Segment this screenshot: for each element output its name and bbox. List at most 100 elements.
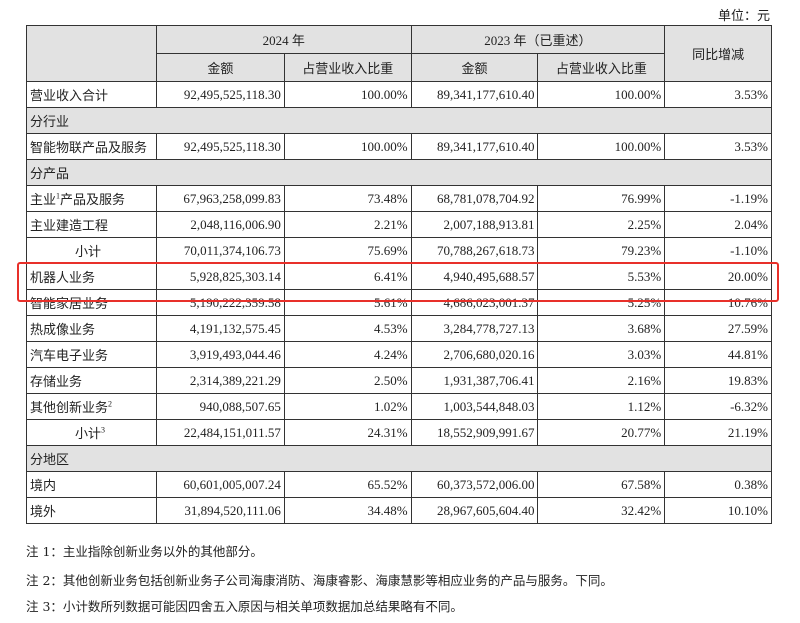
cell-a24: 92,495,525,118.30 (155, 133, 285, 160)
header-blank (26, 25, 157, 82)
note-3: 注 3：小计数所列数据可能因四舍五入原因与相关单项数据加总结果略有不同。 (26, 599, 463, 614)
row-label: 存储业务 (26, 367, 157, 394)
row-label: 营业收入合计 (26, 81, 157, 108)
cell-a24: 92,495,525,118.30 (155, 81, 285, 108)
row-label: 热成像业务 (26, 315, 157, 342)
footnote-mark: 1 (56, 191, 61, 201)
cell-a24: 940,088,507.65 (155, 393, 285, 420)
cell-yoy: -1.19% (664, 185, 772, 212)
row-label: 汽车电子业务 (26, 341, 157, 368)
cell-a23: 4,940,495,688.57 (410, 263, 539, 290)
section-label: 分地区 (26, 445, 772, 472)
cell-s24: 6.41% (283, 263, 412, 290)
cell-yoy: 3.53% (664, 81, 772, 108)
row-label-text: 汽车电子业务 (30, 348, 109, 363)
cell-a23: 60,373,572,006.00 (410, 471, 539, 498)
cell-s24: 2.21% (283, 211, 412, 238)
cell-yoy: 0.38% (664, 471, 772, 498)
cell-a23: 89,341,177,610.40 (410, 81, 539, 108)
table-row: 小计3 22,484,151,011.57 24.31% 18,552,909,991… (26, 419, 772, 446)
cell-s23: 2.25% (537, 211, 666, 238)
table-row: 境内 60,601,005,007.24 65.52% 60,373,572,006.… (26, 471, 772, 498)
cell-a23: 89,341,177,610.40 (410, 133, 539, 160)
note-1: 注 1：主业指除创新业务以外的其他部分。 (26, 544, 263, 559)
row-label: 小计3 (26, 419, 157, 446)
cell-a23: 4,686,023,001.37 (410, 289, 539, 316)
row-label-text: 机器人业务 (30, 270, 96, 285)
cell-s24: 65.52% (283, 471, 412, 498)
row-label-text-after: 产品及服务 (60, 192, 126, 207)
table-row: 主业建造工程 2,048,116,006.90 2.21% 2,007,188,913… (26, 211, 772, 238)
table-row: 机器人业务 5,928,825,303.14 6.41% 4,940,495,688.… (26, 263, 772, 290)
header-share-2023: 占营业收入比重 (537, 53, 666, 82)
cell-a24: 31,894,520,111.06 (155, 497, 285, 524)
cell-yoy: 2.04% (664, 211, 772, 238)
row-label: 主业建造工程 (26, 211, 157, 238)
cell-a23: 1,931,387,706.41 (410, 367, 539, 394)
row-label: 主业1产品及服务 (26, 185, 157, 212)
cell-a24: 5,928,825,303.14 (155, 263, 285, 290)
section-label: 分行业 (26, 107, 772, 134)
cell-a24: 60,601,005,007.24 (155, 471, 285, 498)
footnote-mark: 2 (108, 399, 113, 409)
row-label: 小计 (26, 237, 157, 264)
row-label-text: 主业 (30, 192, 57, 207)
table-row: 汽车电子业务 3,919,493,044.46 4.24% 2,706,680,020… (26, 341, 772, 368)
cell-a23: 70,788,267,618.73 (410, 237, 539, 264)
table-row: 其他创新业务2 940,088,507.65 1.02% 1,003,544,848.… (26, 393, 772, 420)
cell-s24: 73.48% (283, 185, 412, 212)
table-row: 小计 70,011,374,106.73 75.69% 70,788,267,618.… (26, 237, 772, 264)
row-label-text: 其他创新业务 (30, 400, 109, 415)
section-row: 分地区 (26, 445, 772, 472)
cell-a24: 70,011,374,106.73 (155, 237, 285, 264)
cell-a23: 1,003,544,848.03 (410, 393, 539, 420)
cell-yoy: 19.83% (664, 367, 772, 394)
cell-s23: 3.68% (537, 315, 666, 342)
table-row: 存储业务 2,314,389,221.29 2.50% 1,931,387,706.4… (26, 367, 772, 394)
cell-yoy: 10.10% (664, 497, 772, 524)
cell-a23: 2,706,680,020.16 (410, 341, 539, 368)
cell-s23: 100.00% (537, 133, 666, 160)
footnote-mark: 3 (101, 425, 106, 435)
row-label-text: 小计 (75, 244, 102, 259)
highlight-box (17, 262, 779, 302)
cell-s23: 5.25% (537, 289, 666, 316)
row-label: 境外 (26, 497, 157, 524)
row-label-text: 智能物联产品及服务 (30, 140, 148, 155)
section-label: 分产品 (26, 159, 772, 186)
row-label-text: 小计 (75, 426, 102, 441)
cell-s24: 34.48% (283, 497, 412, 524)
row-label-text: 热成像业务 (30, 322, 96, 337)
cell-a23: 68,781,078,704.92 (410, 185, 539, 212)
cell-s23: 5.53% (537, 263, 666, 290)
header-2023: 2023 年（已重述） (410, 25, 666, 54)
cell-a24: 2,314,389,221.29 (155, 367, 285, 394)
cell-yoy: -6.32% (664, 393, 772, 420)
table-row: 智能物联产品及服务 92,495,525,118.30 100.00% 89,341,… (26, 133, 772, 160)
cell-s24: 4.53% (283, 315, 412, 342)
cell-s24: 24.31% (283, 419, 412, 446)
cell-s23: 2.16% (537, 367, 666, 394)
table-row: 营业收入合计 92,495,525,118.30 100.00% 89,341,177… (26, 81, 772, 108)
cell-s23: 79.23% (537, 237, 666, 264)
note-2: 注 2：其他创新业务包括创新业务子公司海康消防、海康睿影、海康慧影等相应业务的产… (26, 573, 613, 588)
cell-s24: 4.24% (283, 341, 412, 368)
row-label: 其他创新业务2 (26, 393, 157, 420)
cell-s23: 32.42% (537, 497, 666, 524)
header-2024: 2024 年 (155, 25, 412, 54)
row-label-text: 主业建造工程 (30, 218, 109, 233)
cell-yoy: -1.10% (664, 237, 772, 264)
cell-a23: 2,007,188,913.81 (410, 211, 539, 238)
row-label: 智能家居业务 (26, 289, 157, 316)
cell-a23: 18,552,909,991.67 (410, 419, 539, 446)
cell-s24: 2.50% (283, 367, 412, 394)
cell-s24: 100.00% (283, 133, 412, 160)
section-row: 分行业 (26, 107, 772, 134)
row-label: 境内 (26, 471, 157, 498)
row-label-text: 境外 (30, 504, 57, 519)
cell-a23: 3,284,778,727.13 (410, 315, 539, 342)
cell-yoy: 27.59% (664, 315, 772, 342)
row-label: 智能物联产品及服务 (26, 133, 157, 160)
header-share-2024: 占营业收入比重 (283, 53, 412, 82)
cell-yoy: 3.53% (664, 133, 772, 160)
